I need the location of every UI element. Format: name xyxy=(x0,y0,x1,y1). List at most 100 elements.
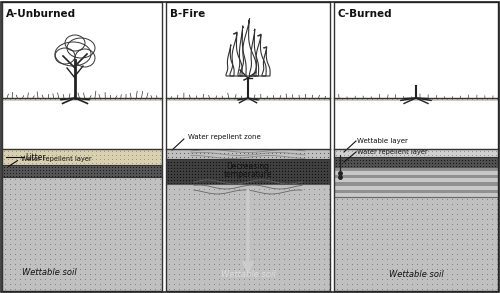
Point xyxy=(80,241,88,246)
Point xyxy=(116,170,124,175)
Point xyxy=(232,174,240,179)
Point xyxy=(448,231,456,236)
Point xyxy=(382,241,390,246)
Point xyxy=(164,266,172,271)
Point xyxy=(210,256,218,261)
Point xyxy=(174,231,182,236)
Point xyxy=(98,173,106,178)
Point xyxy=(46,206,54,211)
Point xyxy=(290,276,298,281)
Point xyxy=(220,168,228,173)
Point xyxy=(352,153,360,157)
Point xyxy=(254,226,262,231)
Point xyxy=(314,165,322,170)
Point xyxy=(260,174,268,179)
Point xyxy=(368,96,376,101)
Point xyxy=(478,157,486,162)
Point xyxy=(488,96,496,101)
Point xyxy=(76,221,84,226)
Point xyxy=(380,163,388,168)
Point xyxy=(476,163,484,168)
Point xyxy=(38,164,46,169)
Point xyxy=(432,153,440,157)
Point xyxy=(442,271,450,276)
Point xyxy=(280,171,288,176)
Point xyxy=(458,251,466,256)
Point xyxy=(458,236,466,241)
Point xyxy=(174,196,182,201)
Point xyxy=(126,216,134,221)
Point xyxy=(468,256,475,261)
Point xyxy=(182,177,190,182)
Point xyxy=(14,164,22,169)
Point xyxy=(452,271,460,276)
Point xyxy=(150,201,158,206)
Point xyxy=(254,231,262,236)
Point xyxy=(210,231,218,236)
Point xyxy=(40,221,48,226)
Point xyxy=(310,251,318,256)
Point xyxy=(46,181,54,186)
Point xyxy=(30,271,38,276)
Point xyxy=(146,186,154,191)
Point xyxy=(442,157,450,162)
Point xyxy=(238,177,246,182)
Point xyxy=(382,211,390,216)
Point xyxy=(322,165,330,170)
Point xyxy=(240,201,248,206)
Point xyxy=(452,201,460,206)
Point xyxy=(220,241,228,246)
Point xyxy=(310,246,318,251)
Point xyxy=(284,186,292,191)
Point xyxy=(194,159,202,164)
Point xyxy=(412,271,420,276)
Point xyxy=(418,163,426,168)
Point xyxy=(54,170,62,175)
Point xyxy=(12,153,20,157)
Point xyxy=(50,186,58,191)
Bar xyxy=(334,182,498,186)
Point xyxy=(50,266,58,271)
Point xyxy=(264,251,272,256)
Point xyxy=(284,221,292,226)
Point xyxy=(234,191,242,196)
Point xyxy=(36,241,44,246)
Point xyxy=(250,174,258,179)
Point xyxy=(342,201,350,206)
Point xyxy=(184,261,192,266)
Point xyxy=(326,165,334,170)
Point xyxy=(492,226,500,231)
Point xyxy=(116,226,124,231)
Point xyxy=(146,286,154,291)
Point xyxy=(454,157,462,162)
Point xyxy=(368,246,376,251)
Point xyxy=(56,191,64,196)
Point xyxy=(432,211,440,216)
Point xyxy=(84,157,92,161)
Point xyxy=(280,231,287,236)
Point xyxy=(120,196,128,201)
Point xyxy=(116,196,124,201)
Point xyxy=(174,286,182,291)
Point xyxy=(26,251,34,256)
Point xyxy=(464,163,471,168)
Point xyxy=(408,276,416,281)
Point xyxy=(130,186,138,191)
Point xyxy=(140,261,148,266)
Point xyxy=(342,216,350,221)
Point xyxy=(164,151,172,155)
Point xyxy=(56,266,64,271)
Point xyxy=(234,231,242,236)
Point xyxy=(176,155,184,159)
Point xyxy=(392,276,400,281)
Point xyxy=(448,157,456,162)
Point xyxy=(164,196,172,201)
Point xyxy=(342,96,350,101)
Point xyxy=(260,180,268,185)
Point xyxy=(96,96,104,101)
Point xyxy=(428,256,436,261)
Point xyxy=(294,271,302,276)
Bar xyxy=(334,175,498,178)
Point xyxy=(40,211,48,216)
Point xyxy=(454,160,462,165)
